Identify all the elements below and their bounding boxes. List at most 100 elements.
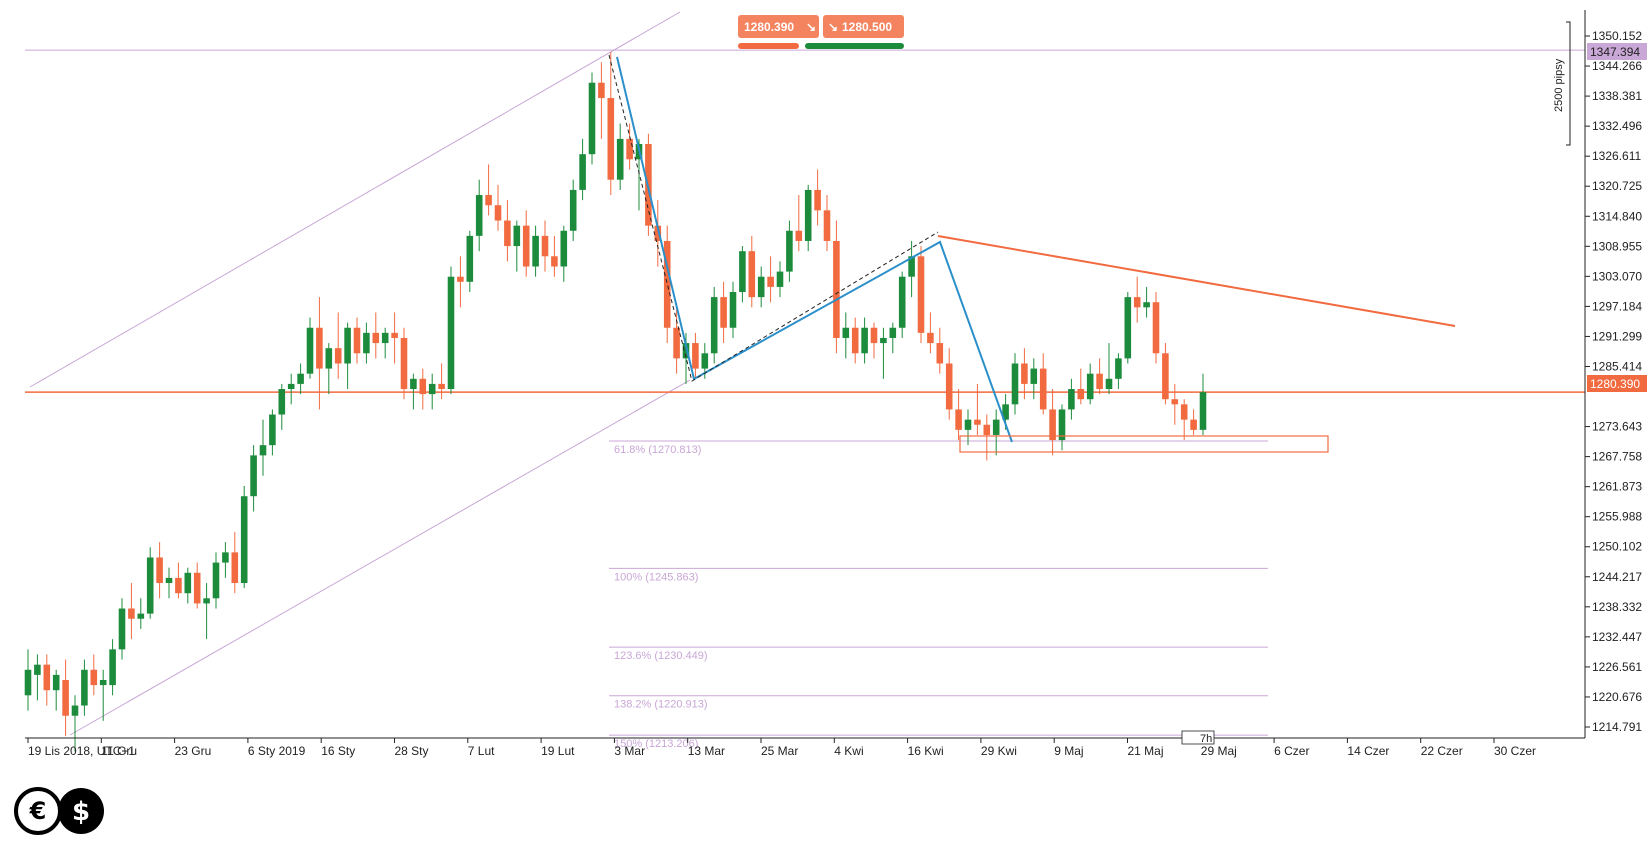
- candle-body: [259, 445, 267, 456]
- x-tick-label: 21 Maj: [1128, 744, 1164, 758]
- candle-body: [203, 598, 210, 604]
- candle-body: [889, 327, 897, 338]
- candle-body: [419, 378, 427, 395]
- candle-body: [898, 276, 906, 328]
- candle-body: [1002, 404, 1009, 420]
- candle-body: [842, 327, 850, 338]
- candle-body: [729, 292, 737, 328]
- sell-price[interactable]: 1280.390: [744, 20, 794, 34]
- fib-level-label: 150% (1213.206): [614, 738, 698, 750]
- candle-body: [400, 337, 408, 390]
- candle-body: [146, 557, 154, 614]
- x-tick-label: 25 Mar: [761, 744, 798, 758]
- descending-trend-line[interactable]: [937, 235, 1456, 327]
- candles: [24, 52, 1207, 752]
- candle-body: [663, 240, 671, 328]
- y-tick-label: 1255.988: [1592, 510, 1642, 524]
- candle-body: [870, 327, 878, 344]
- channel-upper-line[interactable]: [29, 11, 681, 388]
- candle-body: [692, 343, 699, 369]
- candle-body: [598, 82, 605, 99]
- candle-body: [936, 343, 944, 364]
- x-tick-label: 29 Kwi: [981, 744, 1017, 758]
- wave-line-blue-1[interactable]: [616, 56, 1013, 443]
- candle-body: [776, 271, 784, 287]
- y-tick-label: 1314.840: [1592, 209, 1642, 223]
- candle-body: [1124, 297, 1132, 359]
- candle-body: [786, 230, 793, 272]
- candle-body: [287, 383, 295, 390]
- candle-body: [861, 327, 868, 354]
- x-tick-label: 6 Czer: [1274, 744, 1309, 758]
- fibonacci-levels[interactable]: 61.8% (1270.813) 100% (1245.863) 123.6% (1…: [609, 440, 1268, 750]
- candle-body: [1115, 358, 1122, 379]
- svg-text:$: $: [72, 797, 90, 827]
- candle-body: [457, 276, 464, 282]
- brand-logo: € $: [14, 787, 104, 835]
- candle-body: [1086, 373, 1094, 400]
- y-tick-label: 1214.791: [1592, 720, 1642, 734]
- support-zone-box[interactable]: [959, 435, 1329, 453]
- candle-body: [193, 572, 201, 604]
- candle-body: [1068, 389, 1075, 410]
- candle-body: [156, 557, 163, 583]
- candle-body: [833, 240, 840, 338]
- candle-body: [99, 679, 107, 686]
- sell-button[interactable]: [738, 15, 819, 38]
- candle-body: [607, 98, 615, 180]
- candle-body: [240, 496, 248, 583]
- x-tick-label: 11 Gru: [101, 744, 137, 758]
- current-price-tag: [1587, 375, 1647, 392]
- y-tick-label: 1326.611: [1592, 149, 1641, 163]
- y-tick-label: 1350.152: [1592, 29, 1642, 43]
- candle-body: [1162, 353, 1169, 400]
- y-tick-label: 1273.643: [1592, 420, 1642, 434]
- svg-text:€: €: [29, 797, 47, 825]
- y-axis-ticks: 1350.152 1344.266 1338.381 1332.496 1326.611…: [1585, 29, 1642, 734]
- candle-body: [1143, 302, 1150, 308]
- y-tick-label: 1238.332: [1592, 600, 1642, 614]
- candle-body: [391, 332, 398, 338]
- y-tick-label: 1232.447: [1592, 630, 1642, 644]
- candle-body: [165, 577, 173, 583]
- candle-body: [720, 297, 727, 328]
- timeframe-marker[interactable]: 7h: [1181, 730, 1215, 745]
- x-tick-label: 14 Czer: [1347, 744, 1389, 758]
- y-tick-label: 1344.266: [1592, 59, 1642, 73]
- x-tick-label: 3 Mar: [614, 744, 645, 758]
- candle-body: [381, 332, 389, 344]
- timeframe-marker-box[interactable]: [1181, 730, 1215, 745]
- candle-body: [532, 235, 539, 267]
- trade-buttons: 1280.390 ↘ ↘ 1280.500: [738, 15, 904, 49]
- candle-body: [428, 383, 436, 395]
- candle-body: [964, 419, 972, 430]
- y-tick-label: 1226.561: [1592, 660, 1642, 674]
- buy-price[interactable]: 1280.500: [842, 20, 892, 34]
- buy-button[interactable]: [823, 15, 904, 38]
- price-labels: 1280.390 1347.394 2500 pipsy: [1553, 21, 1647, 392]
- candle-body: [673, 327, 680, 359]
- candle-body: [541, 235, 549, 257]
- fib-level-label: 100% (1245.863): [614, 571, 698, 583]
- candle-body: [569, 189, 577, 231]
- candle-body: [1190, 419, 1197, 430]
- x-tick-label: 30 Czer: [1494, 744, 1536, 758]
- axes: 1350.152 1344.266 1338.381 1332.496 1326.611…: [25, 10, 1642, 758]
- candle-body: [71, 705, 79, 716]
- wave-line-dashed[interactable]: [608, 54, 939, 382]
- candle-body: [917, 256, 925, 333]
- candle-body: [90, 669, 98, 686]
- fib-level-label: 123.6% (1230.449): [614, 650, 708, 662]
- candle-body: [739, 251, 746, 293]
- x-tick-label: 9 Maj: [1054, 744, 1083, 758]
- channel-lower-line[interactable]: [69, 379, 691, 736]
- candle-body: [522, 225, 530, 267]
- candle-body: [485, 195, 492, 206]
- timeframe-marker-text: 7h: [1200, 733, 1212, 745]
- candle-body: [344, 327, 351, 364]
- candle-body: [438, 383, 445, 390]
- candle-body: [1152, 302, 1160, 354]
- x-tick-label: 6 Sty 2019: [248, 744, 306, 758]
- sell-arrow-icon: ↘: [806, 20, 816, 34]
